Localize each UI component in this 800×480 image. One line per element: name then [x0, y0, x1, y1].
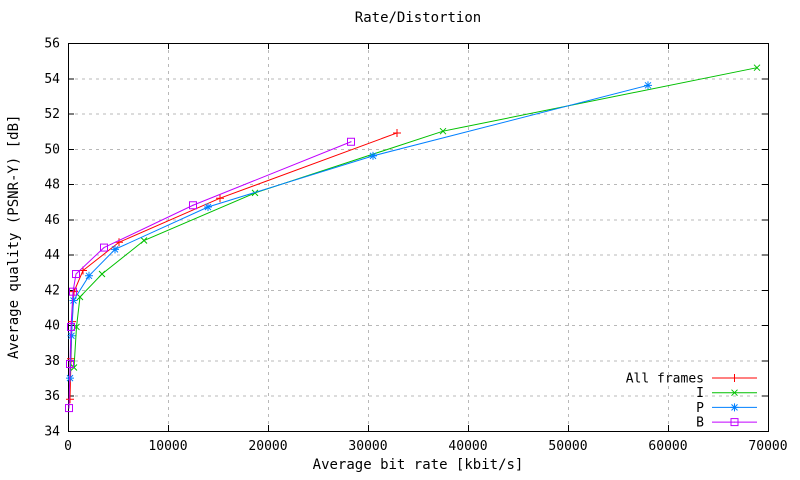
x-tick-label: 30000: [348, 439, 387, 454]
grid: [68, 43, 768, 431]
x-tick-label: 0: [64, 439, 72, 454]
legend-label: All frames: [626, 372, 704, 387]
series-line: [69, 132, 398, 400]
series-line: [73, 67, 758, 368]
x-tick-label: 20000: [248, 439, 287, 454]
series-p: [66, 81, 652, 383]
data-point-marker: [67, 322, 75, 331]
legend-entry-b: B: [696, 416, 757, 431]
data-point-marker: [115, 238, 123, 247]
legend-label: I: [696, 386, 704, 401]
y-tick-label: 40: [44, 319, 60, 334]
data-point-marker: [753, 64, 761, 72]
y-tick-label: 34: [44, 425, 60, 440]
legend-entry-p: P: [696, 401, 757, 416]
legend-label: P: [696, 401, 704, 416]
data-point-marker: [393, 128, 401, 137]
x-axis-label: Average bit rate [kbit/s]: [312, 457, 524, 473]
data-point-marker: [369, 151, 377, 160]
y-tick-label: 56: [44, 37, 60, 52]
series-b: [65, 137, 355, 413]
data-point-marker: [76, 293, 84, 301]
data-point-marker: [66, 395, 74, 404]
series-line: [68, 141, 352, 409]
data-point-marker: [216, 194, 224, 203]
x-tick-label: 70000: [748, 439, 787, 454]
y-tick-label: 44: [44, 248, 60, 263]
data-point-marker: [66, 359, 74, 368]
x-tick-label: 60000: [648, 439, 687, 454]
data-point-marker: [69, 296, 78, 305]
legend-entry-all-frames: All frames: [626, 372, 757, 387]
y-tick-label: 52: [44, 107, 60, 122]
legend-sample: [712, 418, 757, 427]
tick-labels: 0 10000 20000 30000 40000 50000 60000 70000 34 36…: [44, 37, 787, 455]
data-point-marker: [140, 237, 148, 244]
y-tick-label: 38: [44, 354, 60, 369]
data-point-marker: [69, 287, 77, 296]
legend-label: B: [696, 416, 704, 431]
data-point-marker: [189, 201, 197, 210]
data-point-marker: [85, 271, 93, 280]
chart-title: Rate/Distortion: [354, 10, 482, 26]
x-tick-label: 40000: [448, 439, 487, 454]
data-point-marker: [644, 81, 652, 90]
legend-sample: [712, 403, 757, 412]
y-tick-label: 46: [44, 213, 60, 228]
data-point-marker: [731, 389, 738, 397]
data-point-marker: [98, 270, 106, 278]
data-point-marker: [730, 374, 739, 382]
legend-sample: [712, 374, 757, 382]
data-point-marker: [111, 245, 119, 254]
y-tick-label: 42: [44, 283, 60, 298]
data-point-marker: [67, 331, 76, 340]
data-point-marker: [72, 270, 80, 279]
y-tick-label: 36: [44, 389, 60, 404]
legend-entry-i: I: [696, 386, 757, 401]
data-point-marker: [100, 243, 108, 252]
data-point-marker: [730, 418, 739, 427]
series-line: [69, 84, 649, 379]
y-tick-label: 50: [44, 142, 60, 157]
series-all-frames: [66, 128, 401, 404]
data-point-marker: [65, 404, 73, 413]
y-tick-label: 54: [44, 72, 60, 87]
y-tick-label: 48: [44, 178, 60, 193]
legend-sample: [712, 389, 757, 397]
x-tick-label: 10000: [148, 439, 187, 454]
data-point-marker: [730, 403, 739, 412]
data-point-marker: [347, 137, 355, 146]
data-point-marker: [439, 127, 447, 135]
x-tick-label: 50000: [548, 439, 587, 454]
plot-border: [68, 43, 769, 432]
data-point-marker: [204, 203, 212, 212]
